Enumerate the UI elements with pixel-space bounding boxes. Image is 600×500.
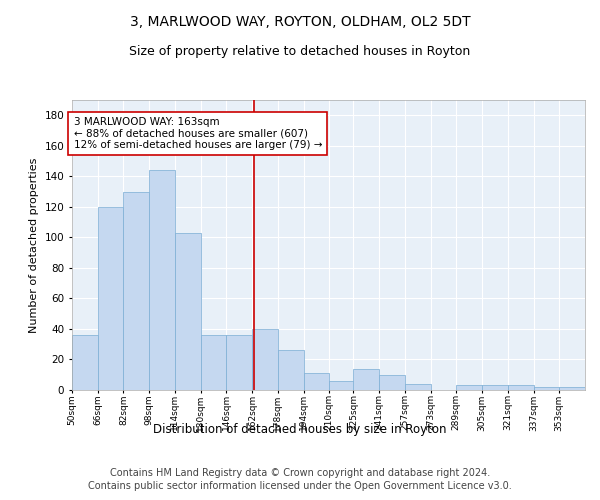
Bar (533, 387, 559, 390)
Bar (175, 233, 200, 390)
Bar (482, 386, 508, 390)
Bar (508, 386, 533, 390)
Text: Contains HM Land Registry data © Crown copyright and database right 2024.: Contains HM Land Registry data © Crown c… (110, 468, 490, 477)
Bar (200, 335, 226, 390)
Bar (252, 329, 278, 390)
Bar (457, 386, 482, 390)
Bar (98, 207, 124, 390)
Bar (278, 350, 304, 390)
Text: 3, MARLWOOD WAY, ROYTON, OLDHAM, OL2 5DT: 3, MARLWOOD WAY, ROYTON, OLDHAM, OL2 5DT (130, 15, 470, 29)
Text: 3 MARLWOOD WAY: 163sqm
← 88% of detached houses are smaller (607)
12% of semi-de: 3 MARLWOOD WAY: 163sqm ← 88% of detached… (74, 117, 322, 150)
Bar (329, 381, 355, 390)
Bar (353, 368, 379, 390)
Text: Size of property relative to detached houses in Royton: Size of property relative to detached ho… (130, 45, 470, 58)
Bar (304, 373, 329, 390)
Text: Contains public sector information licensed under the Open Government Licence v3: Contains public sector information licen… (88, 481, 512, 491)
Bar (124, 192, 149, 390)
Bar (226, 335, 252, 390)
Text: Distribution of detached houses by size in Royton: Distribution of detached houses by size … (153, 422, 447, 436)
Bar (379, 374, 405, 390)
Bar (72, 335, 98, 390)
Bar (149, 170, 175, 390)
Bar (405, 384, 431, 390)
Bar (559, 387, 585, 390)
Y-axis label: Number of detached properties: Number of detached properties (29, 158, 39, 332)
